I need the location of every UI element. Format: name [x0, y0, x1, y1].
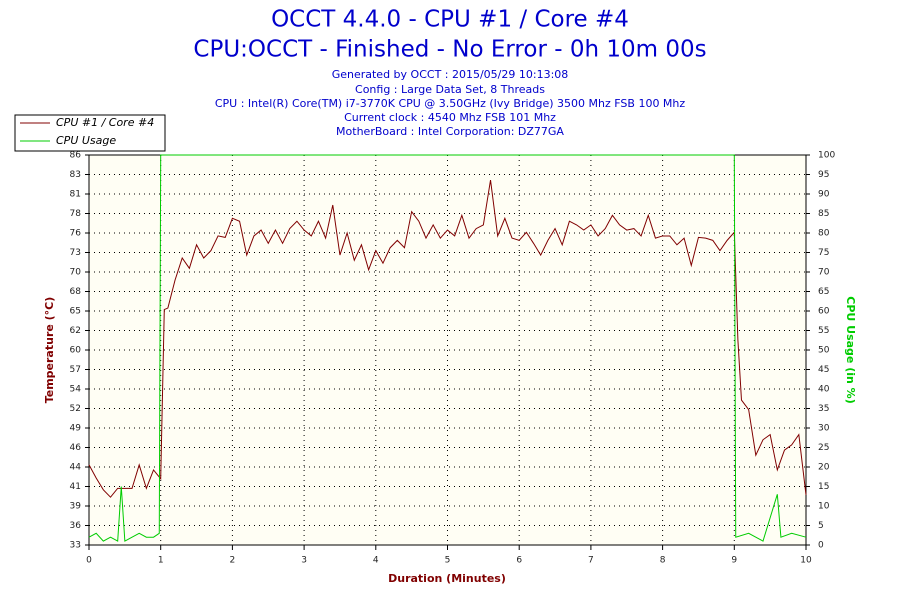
data-line: [88, 154, 807, 542]
y2-tick-label: 5: [818, 521, 824, 531]
y2-tick-label: 20: [818, 463, 830, 473]
info-line: Config : Large Data Set, 8 Threads: [355, 83, 545, 96]
y-tick-label: 70: [70, 268, 82, 278]
x-tick-label: 6: [516, 556, 522, 566]
legend-label: CPU Usage: [56, 134, 116, 147]
y2-tick-label: 45: [818, 365, 829, 375]
y2-tick-label: 35: [818, 404, 829, 414]
chart-subtitle: CPU:OCCT - Finished - No Error - 0h 10m …: [193, 37, 706, 63]
y-tick-label: 57: [70, 365, 81, 375]
y-tick-label: 62: [70, 326, 81, 336]
y2-tick-label: 10: [818, 502, 830, 512]
y-tick-label: 68: [70, 287, 82, 297]
y2-tick-label: 25: [818, 443, 829, 453]
info-line: Generated by OCCT : 2015/05/29 10:13:08: [332, 68, 569, 81]
y-tick-label: 76: [70, 229, 82, 239]
y-tick-label: 86: [70, 151, 82, 161]
y-tick-label: 78: [70, 209, 82, 219]
y2-tick-label: 65: [818, 287, 829, 297]
y-tick-label: 83: [70, 170, 81, 180]
y-tick-label: 44: [70, 463, 82, 473]
y2-axis-label: CPU Usage (in %): [844, 296, 857, 403]
y-tick-label: 52: [70, 404, 81, 414]
y-tick-label: 36: [70, 521, 82, 531]
x-tick-label: 4: [373, 556, 379, 566]
x-tick-label: 1: [158, 556, 164, 566]
y-axis-label: Temperature (°C): [43, 297, 56, 404]
y-tick-label: 65: [70, 307, 81, 317]
y2-tick-label: 55: [818, 326, 829, 336]
y2-tick-label: 95: [818, 170, 829, 180]
y2-tick-label: 75: [818, 248, 829, 258]
y-tick-label: 73: [70, 248, 81, 258]
info-line: MotherBoard : Intel Corporation: DZ77GA: [336, 125, 564, 138]
y-tick-label: 46: [70, 443, 82, 453]
data-line: [88, 179, 807, 498]
y2-tick-label: 70: [818, 268, 830, 278]
x-tick-label: 0: [86, 556, 92, 566]
y-tick-label: 41: [70, 482, 81, 492]
x-tick-label: 9: [731, 556, 737, 566]
y2-tick-label: 100: [818, 151, 835, 161]
x-tick-label: 10: [800, 556, 812, 566]
y2-tick-label: 30: [818, 424, 830, 434]
y2-tick-label: 15: [818, 482, 829, 492]
y-tick-label: 60: [70, 346, 82, 356]
y2-tick-label: 85: [818, 209, 829, 219]
x-tick-label: 2: [230, 556, 236, 566]
x-tick-label: 5: [445, 556, 451, 566]
info-line: Current clock : 4540 Mhz FSB 101 Mhz: [344, 111, 556, 124]
x-tick-label: 8: [660, 556, 666, 566]
legend: [14, 114, 166, 152]
y2-tick-label: 40: [818, 385, 830, 395]
y-tick-label: 39: [70, 502, 82, 512]
y2-tick-label: 60: [818, 307, 830, 317]
x-tick-label: 3: [301, 556, 307, 566]
y2-tick-label: 90: [818, 190, 830, 200]
y-tick-label: 33: [70, 541, 81, 551]
info-line: CPU : Intel(R) Core(TM) i7-3770K CPU @ 3…: [215, 97, 686, 110]
x-axis-label: Duration (Minutes): [388, 572, 506, 585]
y-tick-label: 81: [70, 190, 81, 200]
legend-label: CPU #1 / Core #4: [56, 116, 154, 129]
y-tick-label: 54: [70, 385, 82, 395]
chart-title: OCCT 4.4.0 - CPU #1 / Core #4: [271, 7, 629, 33]
y2-tick-label: 50: [818, 346, 830, 356]
x-tick-label: 7: [588, 556, 594, 566]
y2-tick-label: 0: [818, 541, 824, 551]
y-tick-label: 49: [70, 424, 82, 434]
y2-tick-label: 80: [818, 229, 830, 239]
